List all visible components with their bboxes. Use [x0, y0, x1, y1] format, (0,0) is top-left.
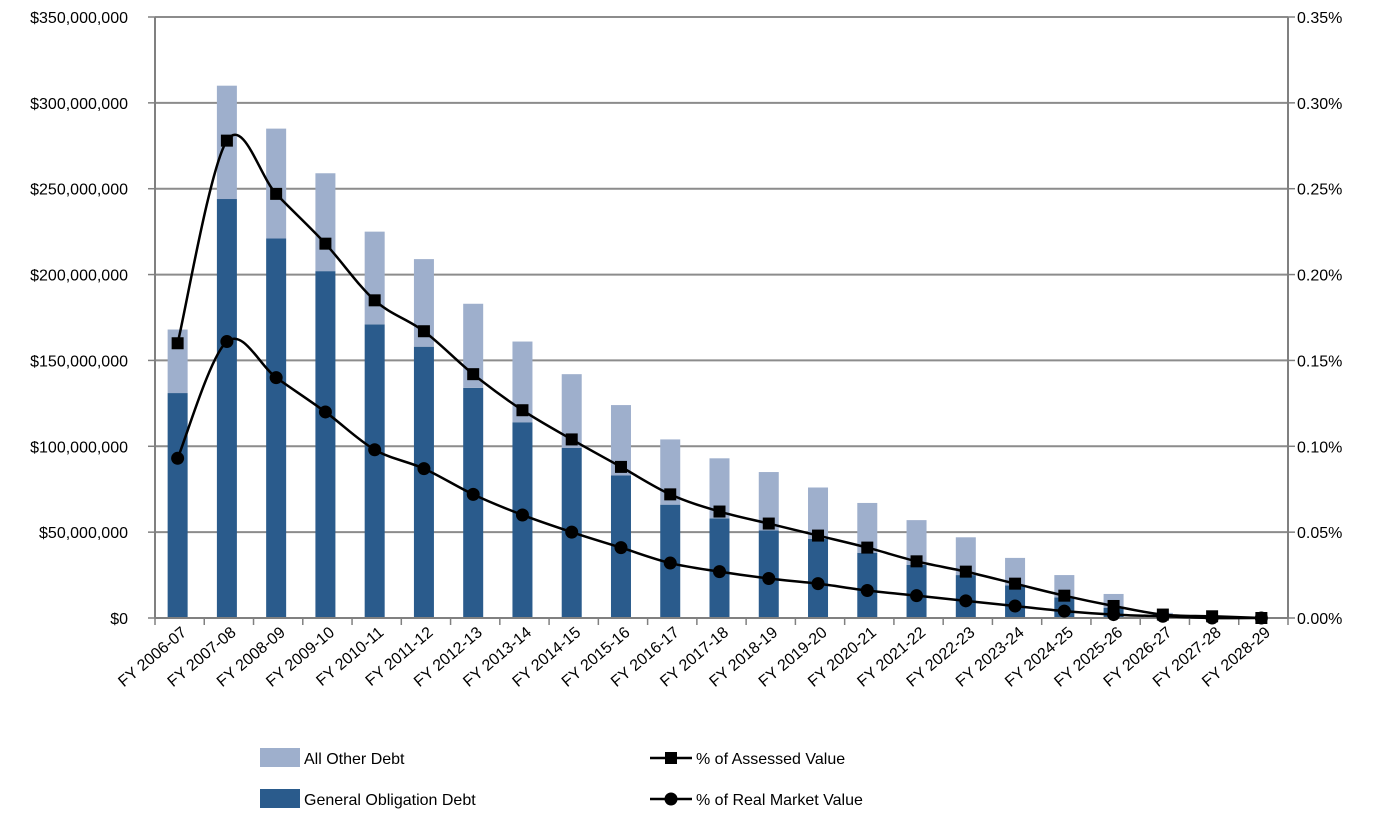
marker-real-market-value	[910, 589, 924, 603]
marker-assessed-value	[417, 325, 430, 338]
left-axis-tick-label: $50,000,000	[39, 525, 128, 542]
bar-all-other-debt	[463, 303, 484, 388]
legend-swatch	[260, 789, 300, 808]
marker-assessed-value	[959, 565, 972, 578]
marker-assessed-value	[171, 337, 184, 350]
right-axis-tick-label: 0.10%	[1297, 439, 1342, 456]
marker-assessed-value	[319, 237, 332, 250]
bar-all-other-debt	[413, 259, 434, 347]
left-axis-tick-label: $300,000,000	[30, 96, 128, 113]
marker-assessed-value	[368, 294, 381, 307]
marker-real-market-value	[220, 335, 234, 349]
marker-real-market-value	[565, 525, 579, 539]
marker-real-market-value	[860, 584, 874, 598]
bar-all-other-debt	[709, 458, 730, 519]
marker-real-market-value	[368, 443, 382, 457]
right-axis-tick-label: 0.35%	[1297, 10, 1342, 27]
bar-general-obligation-debt	[167, 393, 188, 618]
marker-real-market-value	[663, 556, 677, 570]
legend-label: % of Real Market Value	[696, 792, 863, 809]
left-axis-tick-label: $150,000,000	[30, 353, 128, 370]
marker-real-market-value	[713, 565, 726, 579]
marker-real-market-value	[1008, 599, 1022, 613]
bar-all-other-debt	[906, 520, 927, 565]
marker-real-market-value	[1205, 611, 1219, 625]
legend-label: % of Assessed Value	[696, 751, 845, 768]
marker-assessed-value	[220, 134, 233, 147]
marker-real-market-value	[318, 405, 332, 419]
legend-swatch	[260, 748, 300, 767]
left-axis-tick-label: $200,000,000	[30, 268, 128, 285]
bar-general-obligation-debt	[266, 238, 287, 619]
left-axis-tick-label: $350,000,000	[30, 10, 128, 27]
bar-all-other-debt	[512, 341, 533, 423]
bar-general-obligation-debt	[364, 324, 385, 618]
marker-assessed-value	[467, 368, 480, 381]
legend-circle-marker	[664, 792, 678, 806]
legend-label: All Other Debt	[304, 751, 405, 768]
bar-all-other-debt	[955, 537, 976, 576]
bar-general-obligation-debt	[216, 199, 237, 618]
right-axis-tick-label: 0.20%	[1297, 268, 1342, 285]
marker-assessed-value	[762, 517, 775, 530]
marker-real-market-value	[515, 508, 529, 522]
bar-general-obligation-debt	[315, 271, 336, 618]
marker-real-market-value	[1107, 608, 1121, 622]
bar-all-other-debt	[857, 502, 878, 553]
bar-all-other-debt	[266, 128, 287, 239]
legend-label: General Obligation Debt	[304, 792, 476, 809]
marker-real-market-value	[762, 572, 776, 586]
right-axis-tick-label: 0.25%	[1297, 182, 1342, 199]
marker-real-market-value	[269, 371, 283, 385]
legend-square-marker	[665, 752, 677, 764]
left-axis-tick-label: $250,000,000	[30, 182, 128, 199]
left-axis-tick-label: $100,000,000	[30, 439, 128, 456]
bar-general-obligation-debt	[413, 346, 434, 618]
marker-assessed-value	[861, 541, 874, 554]
bar-all-other-debt	[808, 487, 829, 540]
right-axis-tick-label: 0.05%	[1297, 525, 1342, 542]
bar-all-other-debt	[758, 472, 779, 531]
marker-real-market-value	[1254, 611, 1268, 625]
marker-assessed-value	[516, 404, 529, 417]
marker-real-market-value	[1156, 609, 1170, 623]
bar-all-other-debt	[561, 374, 582, 449]
marker-assessed-value	[910, 555, 923, 568]
marker-real-market-value	[1057, 604, 1071, 618]
right-axis-tick-label: 0.00%	[1297, 611, 1342, 628]
bar-all-other-debt	[315, 173, 336, 272]
marker-real-market-value	[614, 541, 628, 555]
marker-assessed-value	[713, 505, 726, 518]
bar-all-other-debt	[610, 405, 631, 476]
marker-assessed-value	[270, 187, 283, 200]
bar-general-obligation-debt	[463, 387, 484, 618]
marker-real-market-value	[171, 451, 185, 465]
marker-real-market-value	[959, 594, 973, 608]
right-axis-tick-label: 0.15%	[1297, 353, 1342, 370]
bar-all-other-debt	[660, 439, 681, 505]
marker-real-market-value	[466, 487, 480, 501]
marker-real-market-value	[417, 462, 431, 476]
marker-assessed-value	[1058, 589, 1071, 602]
right-axis-tick-label: 0.30%	[1297, 96, 1342, 113]
marker-assessed-value	[565, 433, 578, 446]
marker-assessed-value	[812, 529, 825, 542]
marker-assessed-value	[1009, 577, 1022, 590]
marker-assessed-value	[664, 488, 677, 501]
bar-all-other-debt	[364, 231, 385, 325]
marker-assessed-value	[614, 460, 627, 473]
left-axis-tick-label: $0	[110, 611, 128, 628]
marker-real-market-value	[811, 577, 825, 591]
